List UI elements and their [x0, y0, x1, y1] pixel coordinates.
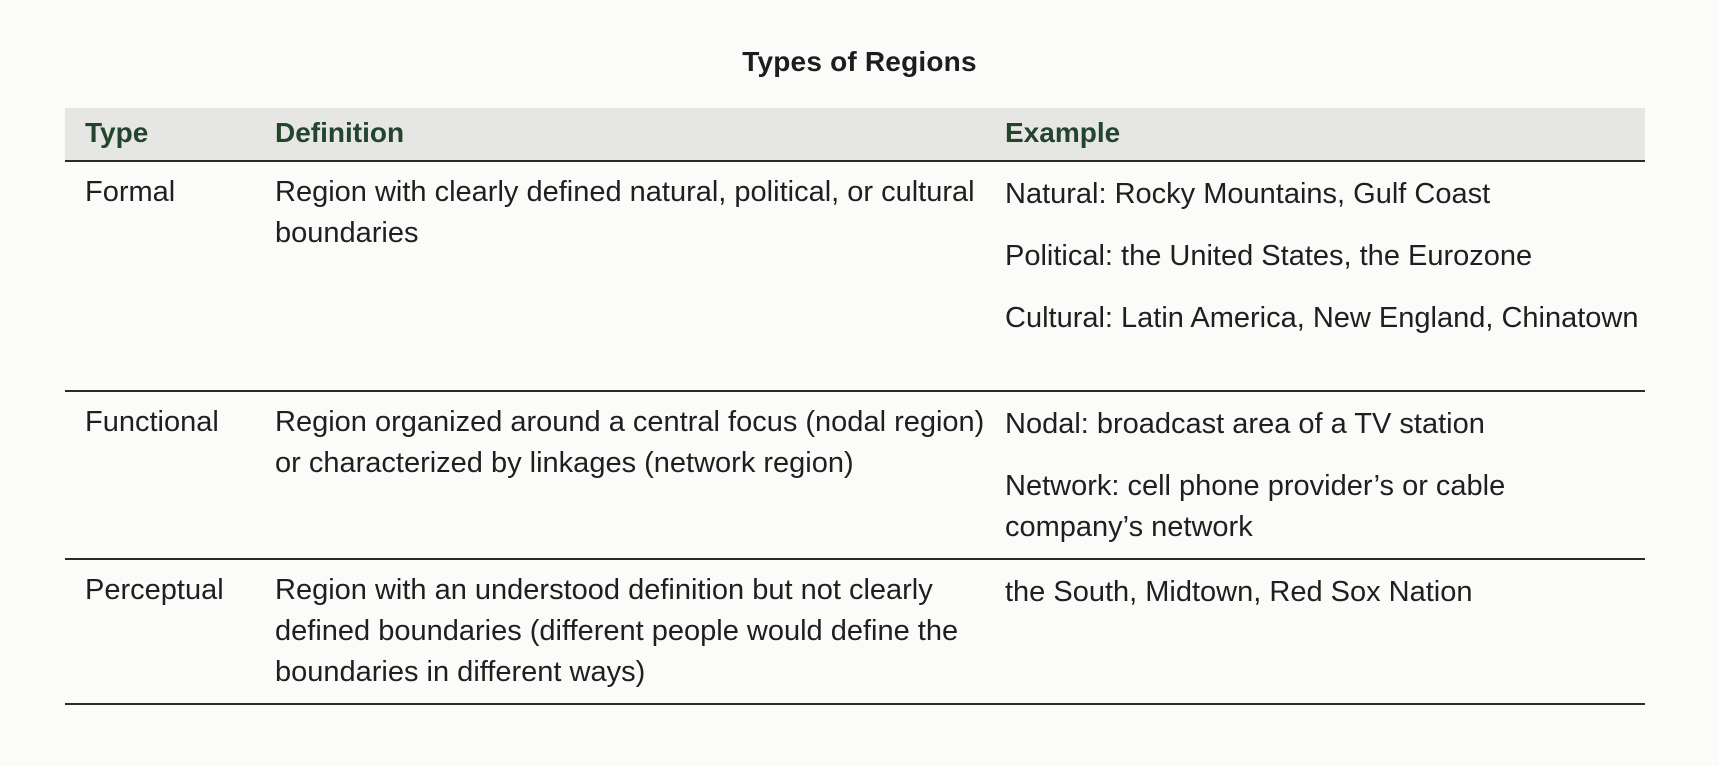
row-type: Formal [85, 176, 176, 208]
row-definition: Region with an understood definition but… [275, 574, 959, 688]
row-examples: Nodal: broadcast area of a TV station Ne… [1005, 392, 1645, 558]
row-type: Perceptual [85, 574, 224, 606]
example-item: Natural: Rocky Mountains, Gulf Coast [1005, 178, 1491, 210]
row-examples: the South, Midtown, Red Sox Nation [1005, 560, 1645, 703]
row-definition: Region organized around a central focus … [275, 406, 985, 479]
example-item: Political: the United States, the Eurozo… [1005, 240, 1533, 272]
header-type: Type [85, 117, 149, 148]
header-example: Example [1005, 117, 1121, 148]
example-item: Nodal: broadcast area of a TV station [1005, 408, 1485, 440]
example-item: Network: cell phone provider’s or cable … [1005, 470, 1506, 543]
header-definition: Definition [275, 117, 405, 148]
example-item: Cultural: Latin America, New England, Ch… [1005, 302, 1639, 334]
row-type: Functional [85, 406, 219, 438]
table-row: Functional Region organized around a cen… [65, 392, 1645, 560]
table-title: Types of Regions [742, 46, 977, 77]
example-item: the South, Midtown, Red Sox Nation [1005, 576, 1473, 608]
row-definition: Region with clearly defined natural, pol… [275, 176, 975, 249]
table-header: Type Definition Example [65, 108, 1645, 162]
table-row: Perceptual Region with an understood def… [65, 560, 1645, 705]
table-row: Formal Region with clearly defined natur… [65, 162, 1645, 392]
regions-table: Type Definition Example Formal Region wi… [65, 108, 1645, 705]
row-examples: Natural: Rocky Mountains, Gulf Coast Pol… [1005, 162, 1645, 390]
